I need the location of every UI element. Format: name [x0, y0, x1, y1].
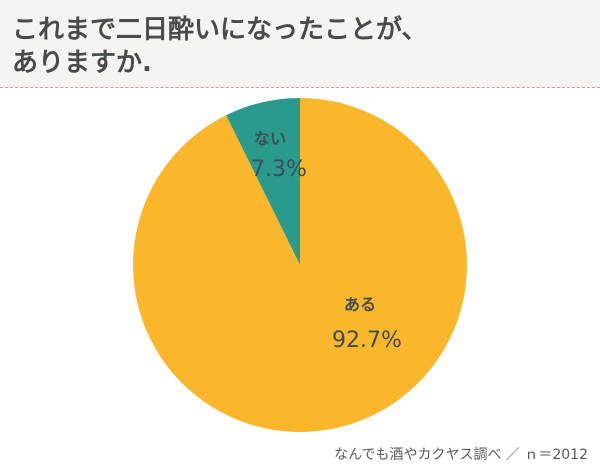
slice-category-label: ない: [254, 129, 286, 148]
slice-value-label: 92.7%: [332, 328, 402, 353]
pie-slice-2: [133, 98, 468, 432]
pie-chart: ない 7.3% ある 92.7%: [133, 98, 468, 432]
chart-title: これまで二日酔いになったことが、 ありますか.: [12, 15, 428, 78]
slice-value-label: 7.3%: [251, 157, 307, 182]
pie-slice-1: [226, 98, 300, 265]
title-bar: これまで二日酔いになったことが、 ありますか.: [0, 0, 600, 88]
source-note: なんでも酒やカクヤス調べ ／ ｎ＝2012: [334, 447, 588, 463]
slice-category-label: ある: [344, 295, 376, 314]
